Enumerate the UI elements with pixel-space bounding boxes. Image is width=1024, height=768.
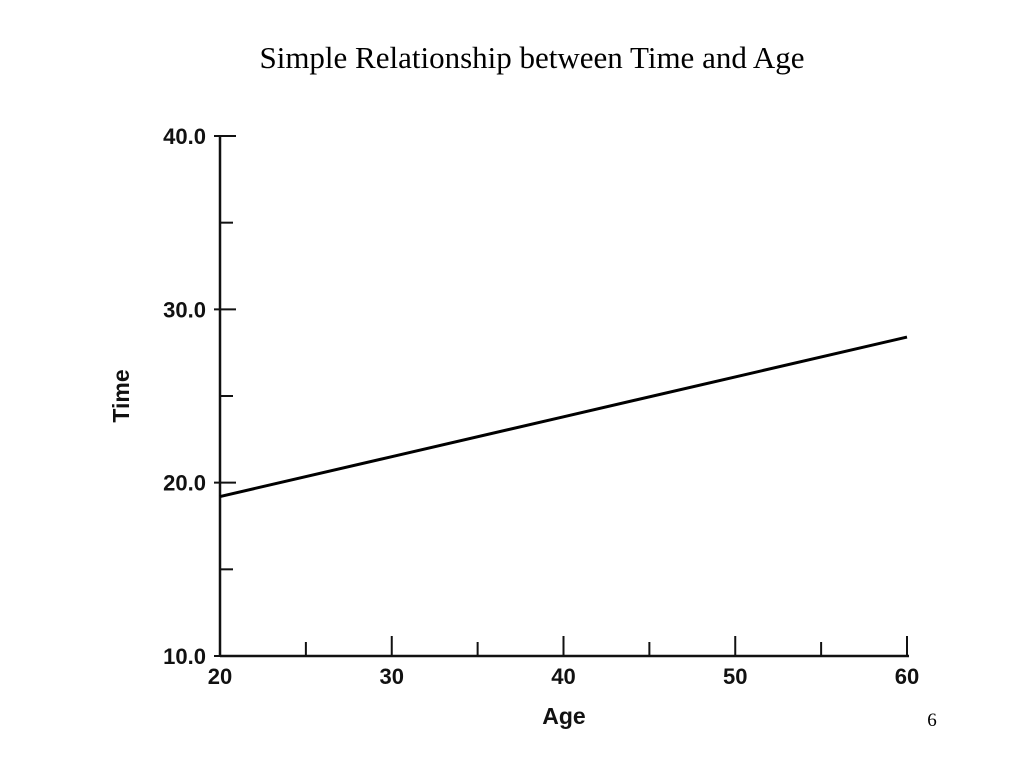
- ticks: [214, 135, 908, 657]
- y-axis-title: Time: [108, 369, 134, 422]
- y-tick-label: 10.0: [163, 644, 206, 669]
- x-tick-label: 30: [380, 664, 404, 689]
- x-tick-label: 40: [551, 664, 575, 689]
- y-tick-label: 30.0: [163, 297, 206, 322]
- axes: [218, 136, 909, 658]
- x-tick-label: 60: [895, 664, 919, 689]
- y-tick-label: 40.0: [163, 124, 206, 149]
- series: [219, 335, 908, 498]
- tick-labels: 10.0 20.0 30.0 40.0 20 30 40 50 60: [163, 124, 919, 689]
- x-tick-label: 20: [208, 664, 232, 689]
- x-axis-title: Age: [542, 703, 585, 729]
- y-tick-label: 20.0: [163, 471, 206, 496]
- x-tick-label: 50: [723, 664, 747, 689]
- page-number: 6: [927, 710, 937, 731]
- series-line: [219, 335, 908, 498]
- slide-title: Simple Relationship between Time and Age: [259, 40, 805, 75]
